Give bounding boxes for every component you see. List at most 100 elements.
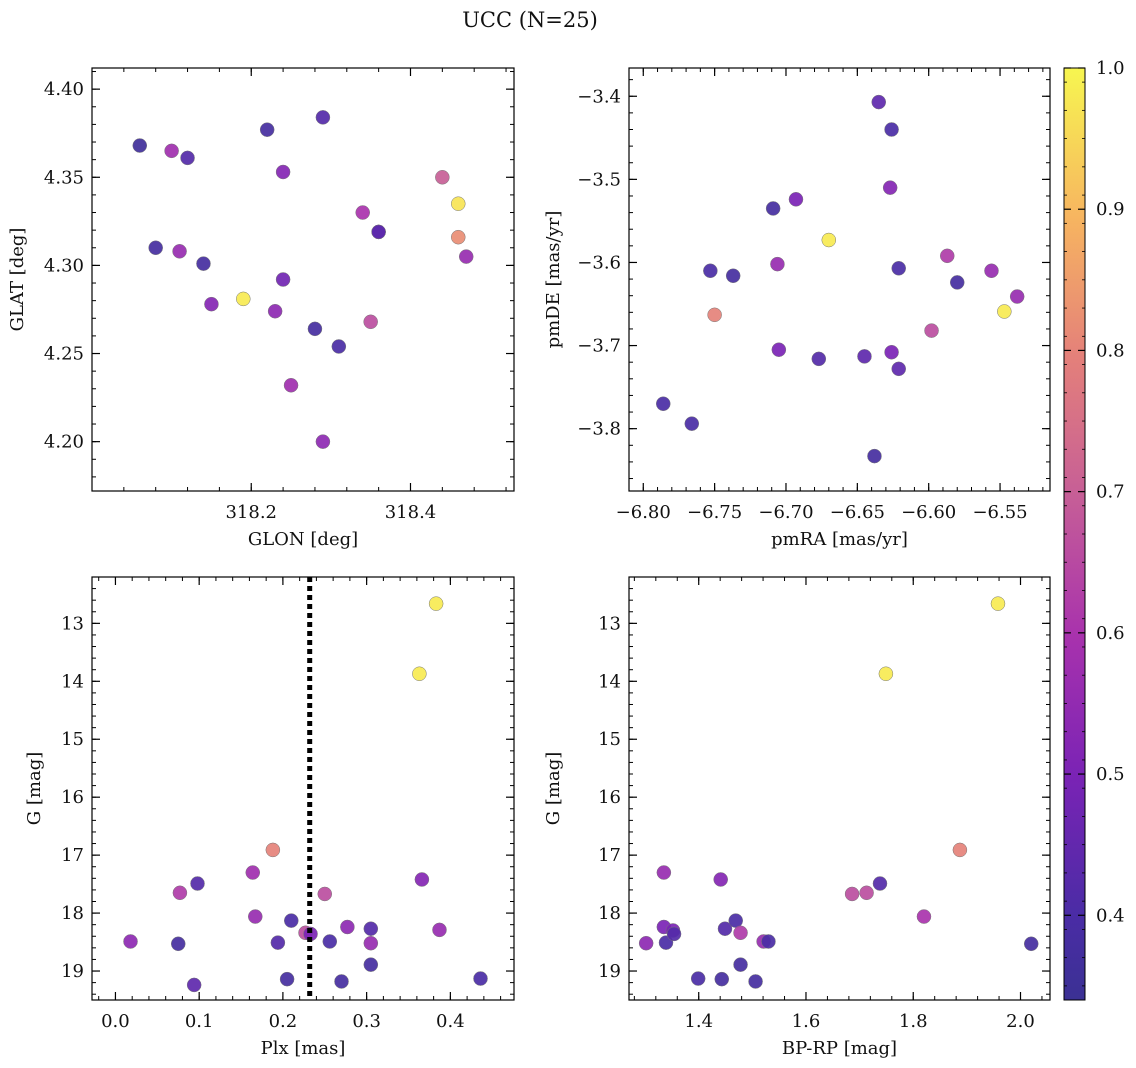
data-point bbox=[432, 922, 447, 938]
x-axis-label: GLON [deg] bbox=[248, 529, 358, 550]
data-point bbox=[435, 170, 450, 185]
data-point bbox=[707, 307, 722, 323]
data-point bbox=[259, 122, 275, 137]
data-point bbox=[412, 666, 427, 682]
axes-frame bbox=[628, 576, 1051, 1001]
y-tick-label: 17 bbox=[61, 845, 84, 866]
y-tick-label: 4.30 bbox=[44, 255, 84, 276]
data-point bbox=[997, 304, 1012, 319]
data-point bbox=[859, 885, 874, 901]
data-point bbox=[317, 886, 333, 902]
data-point bbox=[872, 876, 888, 891]
data-point bbox=[713, 872, 728, 887]
data-point bbox=[275, 272, 291, 287]
x-axis-label: BP-RP [mag] bbox=[782, 1038, 897, 1059]
y-tick-label: −3.7 bbox=[577, 336, 621, 357]
data-point bbox=[656, 396, 671, 411]
data-point bbox=[703, 263, 718, 279]
data-point bbox=[748, 974, 763, 989]
data-point bbox=[770, 256, 785, 272]
y-tick-label: 4.25 bbox=[44, 344, 84, 365]
data-point bbox=[283, 378, 299, 393]
data-point bbox=[428, 596, 444, 611]
y-tick-label: −3.5 bbox=[577, 169, 621, 190]
x-tick-label: 2.0 bbox=[1006, 1011, 1035, 1032]
data-point bbox=[170, 936, 186, 952]
data-point bbox=[307, 321, 323, 337]
colorbar: 0.4 0.5 0.6 0.7 0.8 0.9 1.0 bbox=[1063, 58, 1125, 1001]
data-point bbox=[952, 842, 968, 858]
data-point bbox=[148, 240, 163, 256]
colorbar-gradient bbox=[1063, 67, 1086, 1001]
data-point bbox=[733, 957, 748, 972]
y-tick-label: 17 bbox=[598, 845, 621, 866]
data-point bbox=[458, 249, 474, 264]
data-point bbox=[190, 876, 205, 891]
data-point bbox=[916, 909, 932, 924]
panel-2: −6.80 −6.75 −6.70 −6.65 −6.60 −6.55 −3.8 −3.7 −3… bbox=[543, 67, 1051, 550]
data-point bbox=[728, 913, 743, 928]
axes-frame bbox=[91, 67, 515, 492]
panel-1: 318.2 318.4 4.20 4.25 4.30 4.35 4.40 GLON [deg]… bbox=[7, 67, 515, 550]
y-tick-label: −3.4 bbox=[577, 86, 621, 107]
y-tick-label: 16 bbox=[598, 787, 621, 808]
data-point bbox=[270, 935, 286, 950]
x-tick-label: −6.55 bbox=[972, 502, 1027, 523]
data-point bbox=[451, 196, 466, 211]
y-tick-label: 15 bbox=[61, 729, 84, 750]
y-axis-label: G [mag] bbox=[543, 752, 564, 825]
data-point bbox=[265, 842, 281, 858]
data-point bbox=[355, 205, 370, 220]
data-point bbox=[939, 248, 955, 264]
data-point bbox=[279, 971, 295, 987]
data-point bbox=[371, 224, 386, 240]
panels: 318.2 318.4 4.20 4.25 4.30 4.35 4.40 GLON [deg]… bbox=[7, 67, 1051, 1059]
data-point bbox=[690, 971, 706, 986]
y-tick-label: 13 bbox=[61, 613, 84, 634]
colorbar-tick-label: 0.4 bbox=[1096, 905, 1125, 926]
data-point bbox=[891, 361, 906, 377]
data-point bbox=[761, 934, 776, 949]
colorbar-tick-label: 0.5 bbox=[1096, 764, 1125, 785]
data-point bbox=[714, 971, 730, 987]
data-point bbox=[1023, 936, 1039, 952]
data-point bbox=[186, 977, 202, 993]
data-point bbox=[284, 913, 299, 928]
x-tick-label: −6.80 bbox=[616, 502, 671, 523]
x-tick-label: 0.1 bbox=[185, 1011, 214, 1032]
data-point bbox=[172, 885, 188, 901]
data-point bbox=[765, 201, 781, 216]
data-point bbox=[267, 303, 283, 319]
y-axis-label: GLAT [deg] bbox=[7, 228, 28, 332]
data-point bbox=[666, 926, 682, 942]
data-point bbox=[473, 971, 488, 986]
data-point bbox=[878, 666, 894, 682]
y-tick-label: 18 bbox=[598, 903, 621, 924]
data-point bbox=[857, 349, 872, 364]
colorbar-tick-label: 0.8 bbox=[1096, 340, 1125, 361]
data-point bbox=[984, 263, 999, 279]
y-tick-label: 13 bbox=[598, 613, 621, 634]
y-tick-label: −3.6 bbox=[577, 252, 621, 273]
data-point bbox=[771, 342, 787, 357]
colorbar-tick-label: 1.0 bbox=[1096, 58, 1125, 79]
colorbar-tick-label: 0.6 bbox=[1096, 623, 1125, 644]
y-axis-label: G [mag] bbox=[24, 752, 45, 825]
data-point bbox=[322, 934, 338, 949]
x-tick-label: −6.60 bbox=[901, 502, 956, 523]
y-tick-label: 18 bbox=[61, 903, 84, 924]
data-point bbox=[363, 957, 379, 972]
data-point bbox=[331, 339, 347, 354]
y-tick-label: 15 bbox=[598, 729, 621, 750]
data-point bbox=[733, 925, 748, 941]
y-tick-label: 14 bbox=[61, 671, 84, 692]
data-point bbox=[844, 886, 860, 902]
x-tick-label: 1.8 bbox=[899, 1011, 928, 1032]
y-tick-label: 16 bbox=[61, 787, 84, 808]
data-point bbox=[884, 344, 899, 360]
colorbar-tick-label: 0.7 bbox=[1096, 482, 1125, 503]
data-point bbox=[1009, 289, 1025, 304]
x-tick-label: 318.2 bbox=[225, 502, 277, 523]
data-point bbox=[882, 180, 898, 195]
x-axis-label: Plx [mas] bbox=[261, 1038, 346, 1059]
